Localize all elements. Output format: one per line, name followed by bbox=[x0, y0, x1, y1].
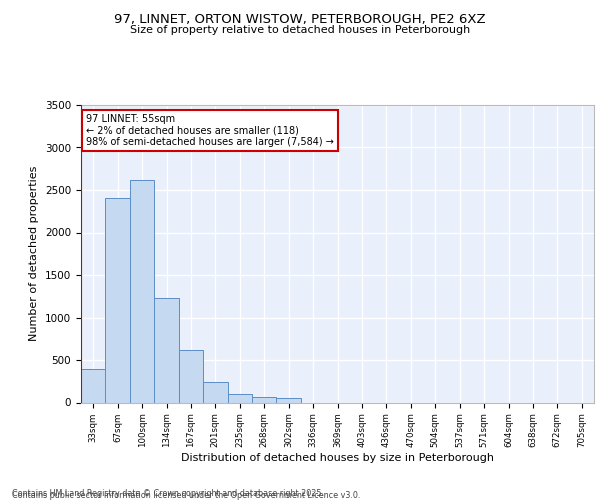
Text: 97 LINNET: 55sqm
← 2% of detached houses are smaller (118)
98% of semi-detached : 97 LINNET: 55sqm ← 2% of detached houses… bbox=[86, 114, 334, 147]
Bar bbox=[203, 382, 227, 402]
Text: Contains public sector information licensed under the Open Government Licence v3: Contains public sector information licen… bbox=[12, 491, 361, 500]
Bar bbox=[81, 368, 106, 402]
Text: Size of property relative to detached houses in Peterborough: Size of property relative to detached ho… bbox=[130, 25, 470, 35]
Bar bbox=[252, 397, 277, 402]
Bar bbox=[154, 298, 179, 403]
Bar bbox=[179, 350, 203, 403]
Bar bbox=[130, 180, 154, 402]
Bar bbox=[277, 398, 301, 402]
Text: 97, LINNET, ORTON WISTOW, PETERBOROUGH, PE2 6XZ: 97, LINNET, ORTON WISTOW, PETERBOROUGH, … bbox=[114, 12, 486, 26]
Text: Contains HM Land Registry data © Crown copyright and database right 2025.: Contains HM Land Registry data © Crown c… bbox=[12, 488, 324, 498]
X-axis label: Distribution of detached houses by size in Peterborough: Distribution of detached houses by size … bbox=[181, 452, 494, 462]
Y-axis label: Number of detached properties: Number of detached properties bbox=[29, 166, 40, 342]
Bar bbox=[227, 394, 252, 402]
Bar bbox=[106, 198, 130, 402]
